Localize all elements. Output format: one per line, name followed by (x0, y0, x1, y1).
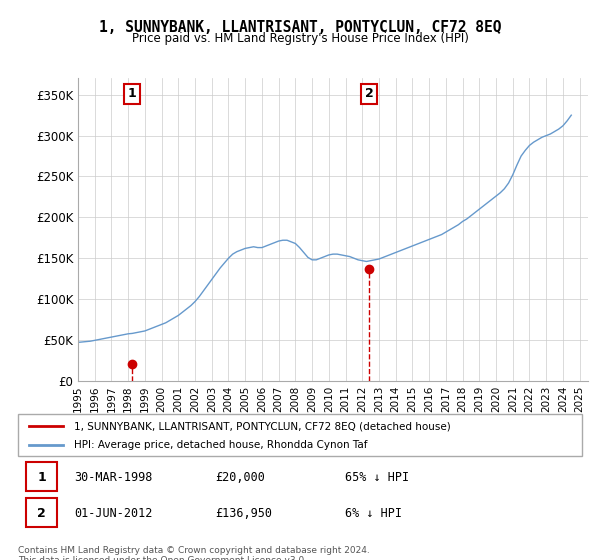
Text: £20,000: £20,000 (215, 471, 265, 484)
Text: 1, SUNNYBANK, LLANTRISANT, PONTYCLUN, CF72 8EQ: 1, SUNNYBANK, LLANTRISANT, PONTYCLUN, CF… (99, 20, 501, 35)
Text: Contains HM Land Registry data © Crown copyright and database right 2024.
This d: Contains HM Land Registry data © Crown c… (18, 546, 370, 560)
Text: £136,950: £136,950 (215, 507, 272, 520)
Text: 30-MAR-1998: 30-MAR-1998 (74, 471, 153, 484)
Text: 1: 1 (128, 87, 137, 100)
FancyBboxPatch shape (18, 414, 582, 456)
Text: 6% ↓ HPI: 6% ↓ HPI (345, 507, 402, 520)
FancyBboxPatch shape (26, 463, 58, 491)
Text: 1: 1 (37, 471, 46, 484)
Text: 2: 2 (365, 87, 374, 100)
Text: HPI: Average price, detached house, Rhondda Cynon Taf: HPI: Average price, detached house, Rhon… (74, 440, 368, 450)
FancyBboxPatch shape (26, 498, 58, 527)
Text: 1, SUNNYBANK, LLANTRISANT, PONTYCLUN, CF72 8EQ (detached house): 1, SUNNYBANK, LLANTRISANT, PONTYCLUN, CF… (74, 421, 451, 431)
Text: Price paid vs. HM Land Registry's House Price Index (HPI): Price paid vs. HM Land Registry's House … (131, 32, 469, 45)
Text: 01-JUN-2012: 01-JUN-2012 (74, 507, 153, 520)
Text: 2: 2 (37, 507, 46, 520)
Text: 65% ↓ HPI: 65% ↓ HPI (345, 471, 409, 484)
